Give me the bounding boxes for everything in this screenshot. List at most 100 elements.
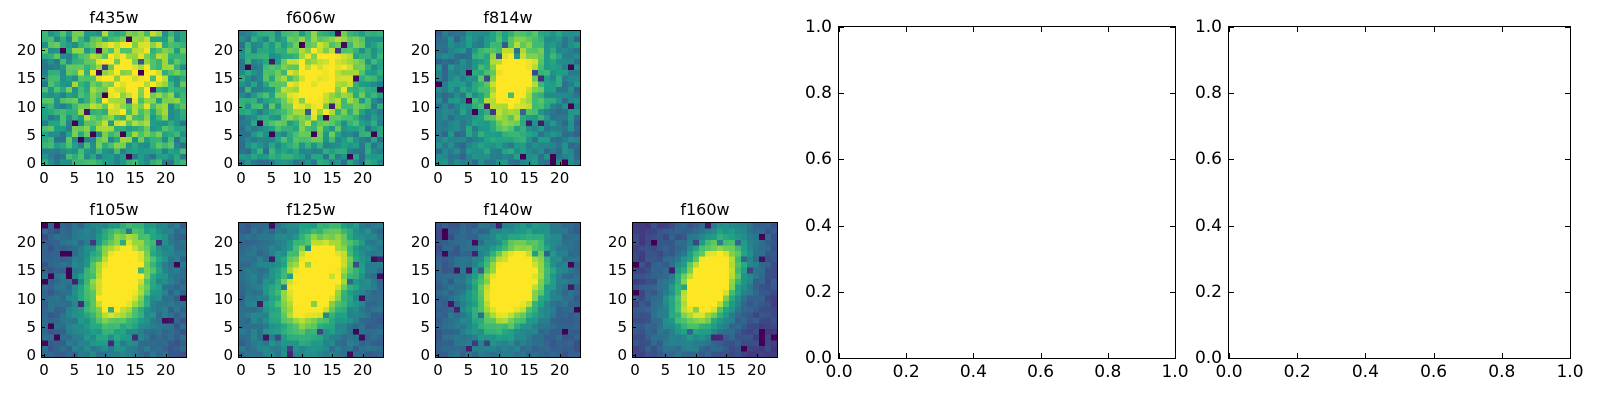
xtick-f105w-4 xyxy=(165,354,167,358)
ytick-1-3 xyxy=(1170,159,1175,161)
xtick-2-4 xyxy=(1501,353,1503,358)
xtick-f435w-1 xyxy=(74,162,76,166)
ytick-2-1 xyxy=(1229,291,1234,293)
xticklabel-f435w-1: 5 xyxy=(69,169,80,187)
xticklabel-f814w-2: 10 xyxy=(489,169,509,187)
panel-frame-f435w xyxy=(41,30,187,166)
xtick-f435w-2 xyxy=(104,162,106,166)
xticklabel-f606w-4: 20 xyxy=(353,169,373,187)
empty-axes-1[interactable]: 0.0 0.2 0.4 0.6 0.8 1.0 0.0 0.2 0.4 0.6 0.8 1.0 xyxy=(805,18,1189,381)
ytick-f160w-3 xyxy=(632,270,636,272)
yticklabel-f140w-3: 15 xyxy=(410,261,430,280)
ytick-f814w-3 xyxy=(435,78,439,80)
xtick-2-3 xyxy=(1433,27,1435,32)
xticklabel-f160w-2: 10 xyxy=(686,361,706,379)
xtick-2-1 xyxy=(1297,27,1299,32)
xticklabel-f125w-2: 10 xyxy=(292,361,312,379)
xtick-f160w-4 xyxy=(756,354,758,358)
xticklabel-f125w-1: 5 xyxy=(266,361,277,379)
xtick-f140w-4 xyxy=(559,354,561,358)
xticklabel-f140w-4: 20 xyxy=(550,361,570,379)
yticklabel-f814w-1: 5 xyxy=(420,125,430,144)
xtick-f125w-1 xyxy=(271,354,273,358)
image-panel-f435w[interactable]: f435w 0 5 10 15 20 0 5 10 15 20 xyxy=(17,8,187,186)
heatmap-f435w xyxy=(42,31,186,165)
xtick-f160w-2 xyxy=(695,354,697,358)
xtick-f435w-3 xyxy=(135,162,137,166)
yticklabel-f435w-2: 10 xyxy=(16,97,36,116)
yticklabel-f814w-0: 0 xyxy=(420,154,430,173)
image-panel-f814w[interactable]: f814w 0 5 10 15 20 0 5 10 15 20 xyxy=(411,8,581,186)
xtick-f606w-4 xyxy=(362,162,364,166)
yticklabel-f160w-3: 15 xyxy=(607,261,627,280)
xticklabel-f606w-0: 0 xyxy=(236,169,246,187)
image-panel-f160w[interactable]: f160w 0 5 10 15 20 0 5 10 15 20 xyxy=(608,200,778,378)
ytick-1-0 xyxy=(1170,358,1175,359)
yticklabel-f814w-4: 20 xyxy=(410,40,430,59)
xticklabel-f606w-3: 15 xyxy=(322,169,342,187)
ytick-2-0 xyxy=(1565,358,1570,359)
panel-frame-f125w xyxy=(238,222,384,358)
xtick-1-4 xyxy=(1107,27,1109,32)
xticklabel-2-5: 1.0 xyxy=(1556,362,1584,382)
ytick-f160w-0 xyxy=(632,355,636,357)
xticklabel-f140w-2: 10 xyxy=(489,361,509,379)
xtick-2-2 xyxy=(1365,27,1367,32)
xtick-2-0 xyxy=(1229,353,1230,358)
xtick-1-4 xyxy=(1107,353,1109,358)
image-panel-f125w[interactable]: f125w 0 5 10 15 20 0 5 10 15 20 xyxy=(214,200,384,378)
xtick-2-3 xyxy=(1433,353,1435,358)
xticklabel-f140w-3: 15 xyxy=(519,361,539,379)
empty-axes-2[interactable]: 0.0 0.2 0.4 0.6 0.8 1.0 0.0 0.2 0.4 0.6 0.8 1.0 xyxy=(1195,18,1584,381)
ytick-f140w-4 xyxy=(435,241,439,243)
ytick-2-2 xyxy=(1565,225,1570,227)
ytick-1-4 xyxy=(839,93,844,95)
xticklabel-f160w-3: 15 xyxy=(716,361,736,379)
yticklabel-f105w-2: 10 xyxy=(16,289,36,308)
xtick-f125w-2 xyxy=(301,354,303,358)
ytick-2-5 xyxy=(1565,27,1570,28)
ytick-f105w-3 xyxy=(41,270,45,272)
xticklabel-2-0: 0.0 xyxy=(1215,362,1243,382)
xticklabel-1-4: 0.8 xyxy=(1094,362,1122,382)
xtick-f814w-3 xyxy=(529,162,531,166)
image-panel-f105w[interactable]: f105w 0 5 10 15 20 0 5 10 15 20 xyxy=(17,200,187,378)
yticklabel-2-5: 1.0 xyxy=(1194,17,1222,37)
yticklabel-1-5: 1.0 xyxy=(804,17,832,37)
xtick-f105w-2 xyxy=(104,354,106,358)
xticklabel-2-4: 0.8 xyxy=(1488,362,1516,382)
ytick-f814w-0 xyxy=(435,163,439,165)
yticklabel-2-0: 0.0 xyxy=(1194,348,1222,368)
xtick-1-0 xyxy=(839,27,840,32)
xtick-1-2 xyxy=(973,27,975,32)
xticklabel-f140w-0: 0 xyxy=(433,361,443,379)
xtick-1-2 xyxy=(973,353,975,358)
xtick-2-0 xyxy=(1229,27,1230,32)
yticklabel-f105w-0: 0 xyxy=(26,346,36,365)
ytick-1-0 xyxy=(839,358,844,359)
ytick-f606w-3 xyxy=(238,78,242,80)
ytick-2-3 xyxy=(1565,159,1570,161)
xticklabel-f125w-4: 20 xyxy=(353,361,373,379)
ytick-f435w-4 xyxy=(41,49,45,51)
ytick-f435w-0 xyxy=(41,163,45,165)
image-panel-f140w[interactable]: f140w 0 5 10 15 20 0 5 10 15 20 xyxy=(411,200,581,378)
yticklabel-f105w-4: 20 xyxy=(16,232,36,251)
ytick-1-3 xyxy=(839,159,844,161)
xticklabel-f814w-1: 5 xyxy=(463,169,474,187)
panel-frame-f140w xyxy=(435,222,581,358)
panel-title-f435w: f435w xyxy=(89,8,139,27)
xtick-1-0 xyxy=(839,353,840,358)
xticklabel-1-1: 0.2 xyxy=(892,362,920,382)
xticklabel-f435w-4: 20 xyxy=(156,169,176,187)
yticklabel-1-3: 0.6 xyxy=(804,149,832,170)
ytick-1-2 xyxy=(839,225,844,227)
xtick-f125w-3 xyxy=(332,354,334,358)
xticklabel-f105w-0: 0 xyxy=(39,361,49,379)
ytick-f105w-4 xyxy=(41,241,45,243)
xticklabel-f160w-1: 5 xyxy=(660,361,671,379)
image-panel-f606w[interactable]: f606w 0 5 10 15 20 0 5 10 15 20 xyxy=(214,8,384,186)
xticklabel-f105w-4: 20 xyxy=(156,361,176,379)
ytick-f435w-1 xyxy=(41,134,45,136)
